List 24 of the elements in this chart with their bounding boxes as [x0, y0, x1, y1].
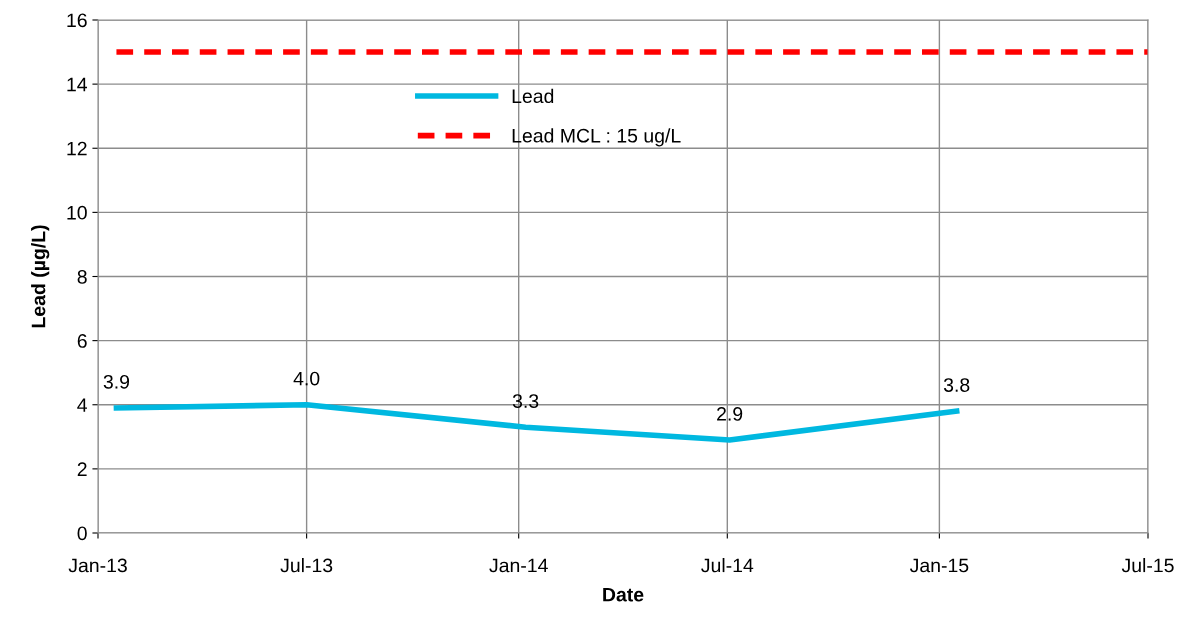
- y-tick-label: 2: [77, 462, 87, 476]
- data-label: 4.0: [293, 371, 320, 386]
- legend-label: Lead: [512, 88, 554, 104]
- y-tick-label: 0: [77, 526, 87, 541]
- legend-label: Lead MCL : 15 ug/L: [512, 128, 681, 147]
- x-tick-label: Jan-13: [68, 558, 127, 573]
- x-tick-label: Jul-15: [1121, 558, 1174, 573]
- x-tick-label: Jan-15: [909, 558, 969, 573]
- y-axis-title: Lead (µg/L): [31, 225, 50, 328]
- y-tick-label: 14: [67, 77, 88, 92]
- y-tick-label: 12: [67, 141, 87, 156]
- x-tick-label: Jul-13: [280, 558, 333, 573]
- data-label: 2.9: [717, 407, 743, 421]
- x-tick-label: Jan-14: [489, 558, 548, 573]
- x-tick-label: Jul-14: [701, 558, 754, 573]
- y-tick-label: 8: [77, 269, 87, 284]
- x-axis-title: Date: [603, 587, 644, 602]
- data-label: 3.8: [943, 378, 970, 392]
- data-label: 3.3: [512, 394, 539, 408]
- y-tick-label: 6: [77, 334, 87, 348]
- y-tick-label: 10: [67, 205, 87, 220]
- data-label: 3.9: [103, 374, 130, 389]
- y-tick-label: 4: [77, 398, 88, 412]
- y-tick-label: 16: [67, 13, 87, 28]
